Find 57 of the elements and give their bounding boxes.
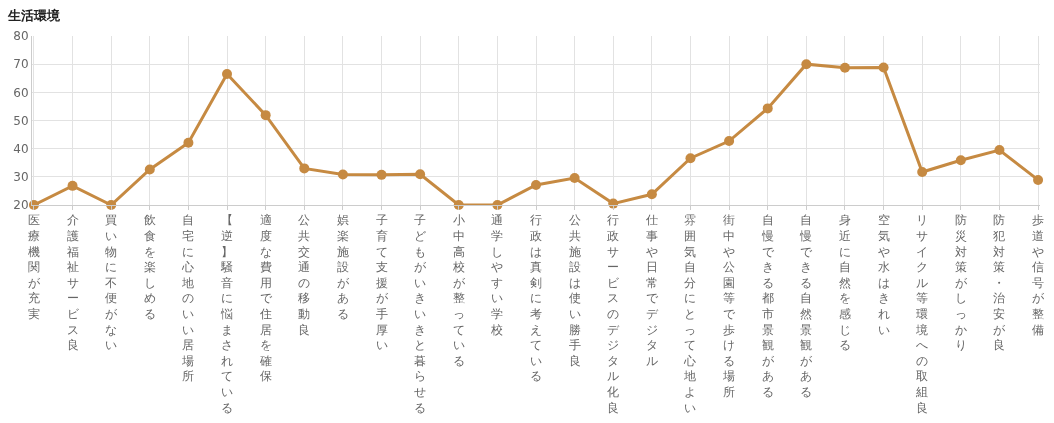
point xyxy=(260,110,271,121)
point xyxy=(646,189,657,200)
point xyxy=(801,59,812,70)
point xyxy=(569,172,580,183)
x-tick-label: 歩道や信号が整備 xyxy=(1032,213,1046,337)
category-label: 介護福祉サービス良 xyxy=(66,213,79,353)
y-tick-label: 60 xyxy=(13,85,29,100)
point xyxy=(222,69,233,80)
category-label: 雰囲気自分にとって心地よい xyxy=(684,213,697,415)
y-tick-label: 80 xyxy=(13,29,29,44)
x-tick-label: 通学しやすい学校 xyxy=(490,213,504,337)
point xyxy=(685,153,696,164)
point xyxy=(67,180,78,191)
category-label: 公共施設は使い勝手良 xyxy=(568,213,581,368)
point xyxy=(994,145,1005,156)
category-label: 買い物に不便がない xyxy=(105,213,118,353)
x-tick-label: 飲食を楽しめる xyxy=(143,213,156,321)
point xyxy=(724,136,735,147)
y-tick-label: 70 xyxy=(13,57,29,72)
category-label: 子育て支援が手厚い xyxy=(375,213,388,353)
point xyxy=(762,103,773,114)
point xyxy=(299,163,310,174)
y-tick-label: 40 xyxy=(13,141,29,156)
y-tick-label: 30 xyxy=(13,170,29,185)
category-label: 自慢できる自然景観がある xyxy=(800,213,813,399)
category-label: 街中や公園等で歩ける場所 xyxy=(723,213,736,399)
category-label: 防災対策がしっかり xyxy=(954,213,967,353)
x-tick-label: 公共交通の移動良 xyxy=(298,213,311,337)
category-label: 行政は真剣に考えている xyxy=(530,213,542,384)
point xyxy=(839,62,850,73)
chart-title: 生活環境 xyxy=(7,7,62,23)
point xyxy=(183,137,194,148)
point xyxy=(531,180,541,190)
category-label: リサイクル等環境への取組良 xyxy=(916,213,929,415)
category-label: 子どもがいきいきと暮らせる xyxy=(414,213,427,415)
x-tick-label: 娯楽施設がある xyxy=(336,213,350,321)
category-label: 行政サービスのデジタル化良 xyxy=(607,213,620,415)
category-label: 【逆】騒音に悩まされている xyxy=(221,213,234,415)
point xyxy=(337,169,348,180)
category-label: 身近に自然を感じる xyxy=(838,213,851,353)
point xyxy=(415,169,426,180)
category-label: 小中高校が整っている xyxy=(452,213,465,368)
point xyxy=(144,164,155,175)
category-label: 仕事や日常でデジタル xyxy=(645,213,658,368)
point xyxy=(878,62,889,73)
x-tick-label: 医療機関が充実 xyxy=(27,213,41,321)
point xyxy=(376,169,387,180)
y-tick-label: 50 xyxy=(13,113,29,128)
point xyxy=(917,167,928,178)
point xyxy=(1033,174,1044,185)
category-label: 自宅に心地のいい居場所 xyxy=(182,213,195,384)
y-tick-label: 20 xyxy=(13,198,29,213)
category-label: 防犯対策・治安が良 xyxy=(993,213,1006,353)
x-tick-label: 空気や水はきれい xyxy=(877,213,890,337)
category-label: 適度な費用で住居を確保 xyxy=(259,213,272,384)
point xyxy=(955,155,966,166)
category-label: 自慢できる都市景観がある xyxy=(761,213,774,399)
